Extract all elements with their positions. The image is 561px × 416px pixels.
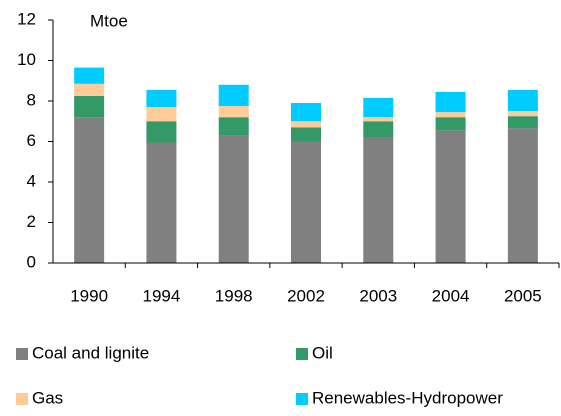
bar-segment [74,67,105,84]
bar-segment [363,117,394,122]
x-tick-label: 1998 [215,286,253,305]
bar-segment [218,106,249,118]
bar-segment [291,127,321,142]
legend-swatch [16,348,28,360]
bar-segment [507,116,538,129]
bar-segment [507,128,538,263]
bar-segment [74,95,105,118]
bar-segment [74,83,105,96]
bar-segment [146,107,177,122]
legend-swatch [296,348,308,360]
bar-segment [507,111,538,117]
bar-segment [291,121,321,128]
legend-swatch [16,393,28,405]
bar-segment [291,103,321,122]
y-tick-label: 2 [27,212,36,231]
x-tick-label: 1990 [70,286,108,305]
y-tick-label: 0 [27,252,36,271]
bar-segment [218,84,249,107]
legend-label: Renewables-Hydropower [312,388,503,407]
bar-segment [146,89,177,108]
bar-segment [363,97,394,118]
bar-segment [435,91,466,113]
y-tick-label: 12 [17,9,36,28]
y-tick-label: 8 [27,90,36,109]
x-tick-label: 2004 [432,286,470,305]
bar-segment [218,135,249,263]
bar-segment [291,141,321,263]
bar-segment [74,117,105,263]
bar-segment [363,137,394,263]
x-tick-label: 2003 [359,286,397,305]
y-tick-label: 4 [27,171,36,190]
y-tick-label: 6 [27,131,36,150]
bar-segment [363,121,394,138]
legend-label: Coal and lignite [32,343,149,362]
x-tick-label: 2005 [504,286,542,305]
x-tick-label: 1994 [143,286,181,305]
bar-segment [435,117,466,131]
bar-segment [435,112,466,118]
bar-segment [507,89,538,112]
y-tick-label: 10 [17,50,36,69]
legend-label: Gas [32,388,63,407]
legend-swatch [296,393,308,405]
legend-label: Oil [312,343,333,362]
bar-segment [146,121,177,143]
x-tick-label: 2002 [287,286,325,305]
bar-segment [435,130,466,263]
bar-segment [218,117,249,136]
bar-segment [146,142,177,263]
unit-annotation: Mtoe [90,11,128,30]
